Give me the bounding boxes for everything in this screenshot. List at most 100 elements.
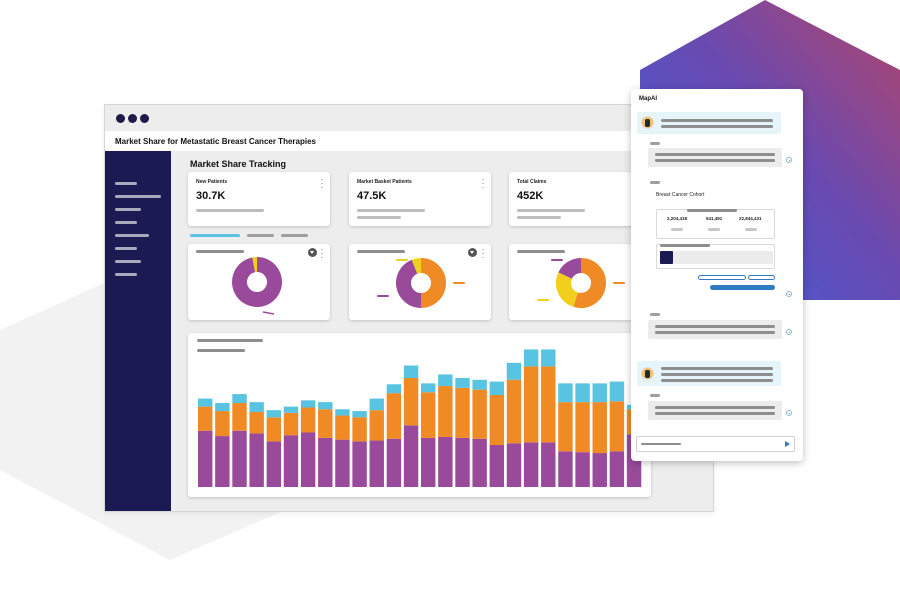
sidebar-item-3[interactable] (115, 208, 141, 211)
window-dot-3[interactable] (140, 113, 149, 123)
bar-segment-2-25[interactable] (609, 401, 625, 452)
bar-segment-2-14[interactable] (421, 392, 436, 438)
bar-segment-1-5[interactable] (266, 441, 282, 487)
bar-segment-1-23[interactable] (575, 452, 590, 487)
donut-card-2[interactable]: · · · (349, 244, 491, 320)
bar-segment-2-12[interactable] (386, 393, 402, 439)
kebab-menu-icon[interactable]: · · · (320, 175, 324, 192)
bar-segment-2-10[interactable] (352, 417, 367, 442)
bar-segment-2-4[interactable] (249, 411, 264, 434)
donut-slice-1[interactable] (232, 257, 282, 307)
bar-segment-1-10[interactable] (352, 441, 367, 487)
bar-segment-1-20[interactable] (523, 442, 539, 487)
donut-slice-1[interactable] (420, 258, 446, 308)
bar-segment-1-17[interactable] (472, 438, 487, 487)
message-action-icon[interactable] (786, 291, 792, 297)
message-action-icon[interactable] (786, 329, 792, 335)
message-action-icon[interactable] (786, 410, 792, 416)
bar-segment-2-20[interactable] (523, 366, 539, 443)
bar-segment-3-6[interactable] (283, 406, 299, 413)
primary-action-button[interactable] (710, 285, 775, 290)
bar-segment-1-25[interactable] (609, 451, 625, 487)
bar-segment-2-22[interactable] (558, 402, 573, 452)
bar-segment-2-1[interactable] (198, 406, 213, 431)
donut-slice-2[interactable] (556, 272, 579, 307)
bar-segment-3-23[interactable] (575, 383, 590, 403)
bar-segment-2-15[interactable] (438, 386, 453, 437)
bar-segment-3-18[interactable] (489, 381, 505, 395)
bar-segment-1-3[interactable] (232, 430, 247, 487)
bar-segment-2-16[interactable] (455, 387, 470, 438)
bar-segment-2-17[interactable] (472, 389, 487, 439)
bar-segment-1-13[interactable] (403, 425, 419, 487)
sidebar-item-8[interactable] (115, 273, 137, 276)
bar-segment-1-15[interactable] (438, 436, 453, 487)
bar-segment-1-19[interactable] (506, 443, 522, 487)
kebab-menu-icon[interactable]: · · · (481, 175, 485, 192)
bar-segment-1-14[interactable] (421, 437, 436, 487)
kpi-card-total-claims[interactable]: Total Claims 452K (509, 172, 651, 226)
bar-segment-1-22[interactable] (558, 451, 573, 487)
sidebar-item-5[interactable] (115, 234, 149, 237)
bar-segment-2-24[interactable] (592, 402, 607, 454)
sidebar-item-4[interactable] (115, 221, 137, 224)
bar-segment-3-15[interactable] (438, 374, 453, 387)
bar-segment-3-20[interactable] (523, 349, 539, 367)
bar-segment-3-10[interactable] (352, 411, 367, 418)
bar-segment-2-19[interactable] (506, 379, 522, 444)
donut-slice-2[interactable] (396, 259, 422, 308)
kebab-menu-icon[interactable]: · · · (320, 245, 324, 262)
stacked-bar-card[interactable] (188, 333, 651, 497)
bar-segment-1-9[interactable] (335, 439, 350, 487)
bar-segment-3-7[interactable] (300, 400, 316, 408)
donut-card-1[interactable]: · · · (188, 244, 330, 320)
kebab-menu-icon[interactable]: · · · (481, 245, 485, 262)
donut-slice-3[interactable] (411, 258, 422, 274)
bar-segment-3-8[interactable] (318, 402, 333, 410)
bar-segment-3-14[interactable] (421, 383, 436, 393)
bar-segment-1-21[interactable] (541, 442, 556, 487)
bar-segment-3-5[interactable] (266, 410, 282, 418)
sidebar-item-1[interactable] (115, 182, 137, 185)
bar-segment-2-3[interactable] (232, 403, 247, 431)
bar-segment-2-11[interactable] (369, 410, 384, 441)
donut-card-3[interactable] (509, 244, 651, 320)
sidebar-item-7[interactable] (115, 260, 141, 263)
bar-segment-1-4[interactable] (249, 433, 264, 487)
bar-segment-3-4[interactable] (249, 402, 264, 412)
bar-segment-2-21[interactable] (541, 366, 556, 443)
option-button-2[interactable] (748, 275, 775, 280)
widget-field[interactable] (673, 251, 773, 264)
bar-segment-3-12[interactable] (386, 384, 402, 394)
bar-segment-1-24[interactable] (592, 453, 607, 487)
tab-1[interactable] (190, 234, 240, 237)
bar-segment-3-22[interactable] (558, 383, 573, 403)
bar-segment-2-8[interactable] (318, 409, 333, 438)
kpi-card-market-basket[interactable]: Market Basket Patients · · · 47.5K (349, 172, 491, 226)
kpi-card-new-patients[interactable]: New Patients · · · 30.7K (188, 172, 330, 226)
sidebar-item-2[interactable] (115, 195, 161, 198)
bar-segment-2-13[interactable] (403, 378, 419, 426)
send-icon[interactable] (785, 441, 790, 447)
bar-segment-3-21[interactable] (541, 349, 556, 367)
option-button-1[interactable] (698, 275, 746, 280)
sidebar-item-6[interactable] (115, 247, 137, 250)
bar-segment-2-5[interactable] (266, 417, 282, 442)
bar-segment-1-1[interactable] (198, 430, 213, 487)
bar-segment-2-18[interactable] (489, 394, 505, 446)
bar-segment-1-11[interactable] (369, 440, 384, 487)
bar-segment-1-6[interactable] (283, 435, 299, 487)
bar-segment-3-2[interactable] (215, 403, 230, 412)
bar-segment-3-25[interactable] (609, 381, 625, 402)
bar-segment-1-16[interactable] (455, 437, 470, 487)
bar-segment-3-17[interactable] (472, 379, 487, 390)
bar-segment-3-24[interactable] (592, 383, 607, 403)
bar-segment-1-8[interactable] (318, 437, 333, 487)
bar-segment-3-1[interactable] (198, 398, 213, 407)
message-action-icon[interactable] (786, 157, 792, 163)
bar-segment-2-7[interactable] (300, 407, 316, 433)
filter-icon[interactable] (468, 248, 477, 257)
donut-slice-1[interactable] (573, 258, 606, 308)
bar-segment-3-11[interactable] (369, 398, 384, 411)
bar-segment-2-9[interactable] (335, 415, 350, 440)
